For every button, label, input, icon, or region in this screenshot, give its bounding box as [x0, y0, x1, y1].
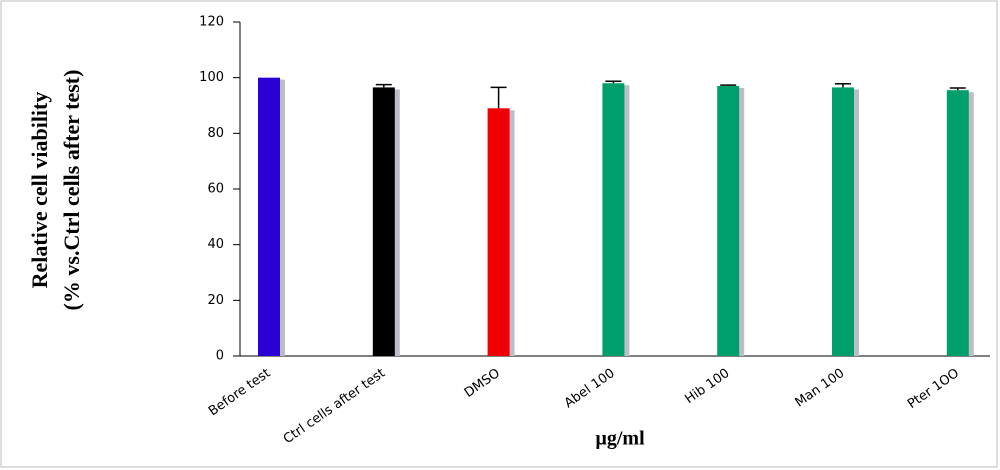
- y-tick-label: 60: [207, 182, 224, 197]
- bar: [372, 87, 395, 357]
- bar: [258, 77, 280, 357]
- x-tick-label: DMSO: [462, 366, 503, 401]
- bar: [602, 83, 625, 356]
- x-tick-label: Ctrl cells after test: [281, 366, 388, 447]
- y-tick-label: 120: [199, 15, 224, 30]
- x-tick-label: Abel 100: [562, 366, 618, 411]
- bar: [717, 86, 740, 357]
- y-tick-label: 80: [207, 126, 224, 141]
- y-tick-label: 20: [207, 293, 224, 308]
- y-label-line: (% vs.Ctrl cells after test): [59, 70, 84, 311]
- x-tick-label: Before test: [206, 366, 273, 419]
- bar: [832, 87, 854, 357]
- x-axis-title: µg/ml: [595, 428, 645, 450]
- y-label-line: Relative cell viability: [27, 92, 52, 289]
- x-tick-label: Man 100: [793, 366, 848, 411]
- x-tick-label: Hib 100: [682, 366, 732, 407]
- bar: [487, 108, 510, 357]
- y-tick-label: 100: [199, 70, 224, 85]
- y-tick-label: 0: [216, 349, 224, 364]
- y-axis-title: Relative cell viability (% vs.Ctrl cells…: [27, 70, 84, 311]
- bar: [946, 90, 969, 357]
- x-tick-label: Pter 1OO: [905, 366, 962, 412]
- y-tick-label: 40: [207, 237, 224, 252]
